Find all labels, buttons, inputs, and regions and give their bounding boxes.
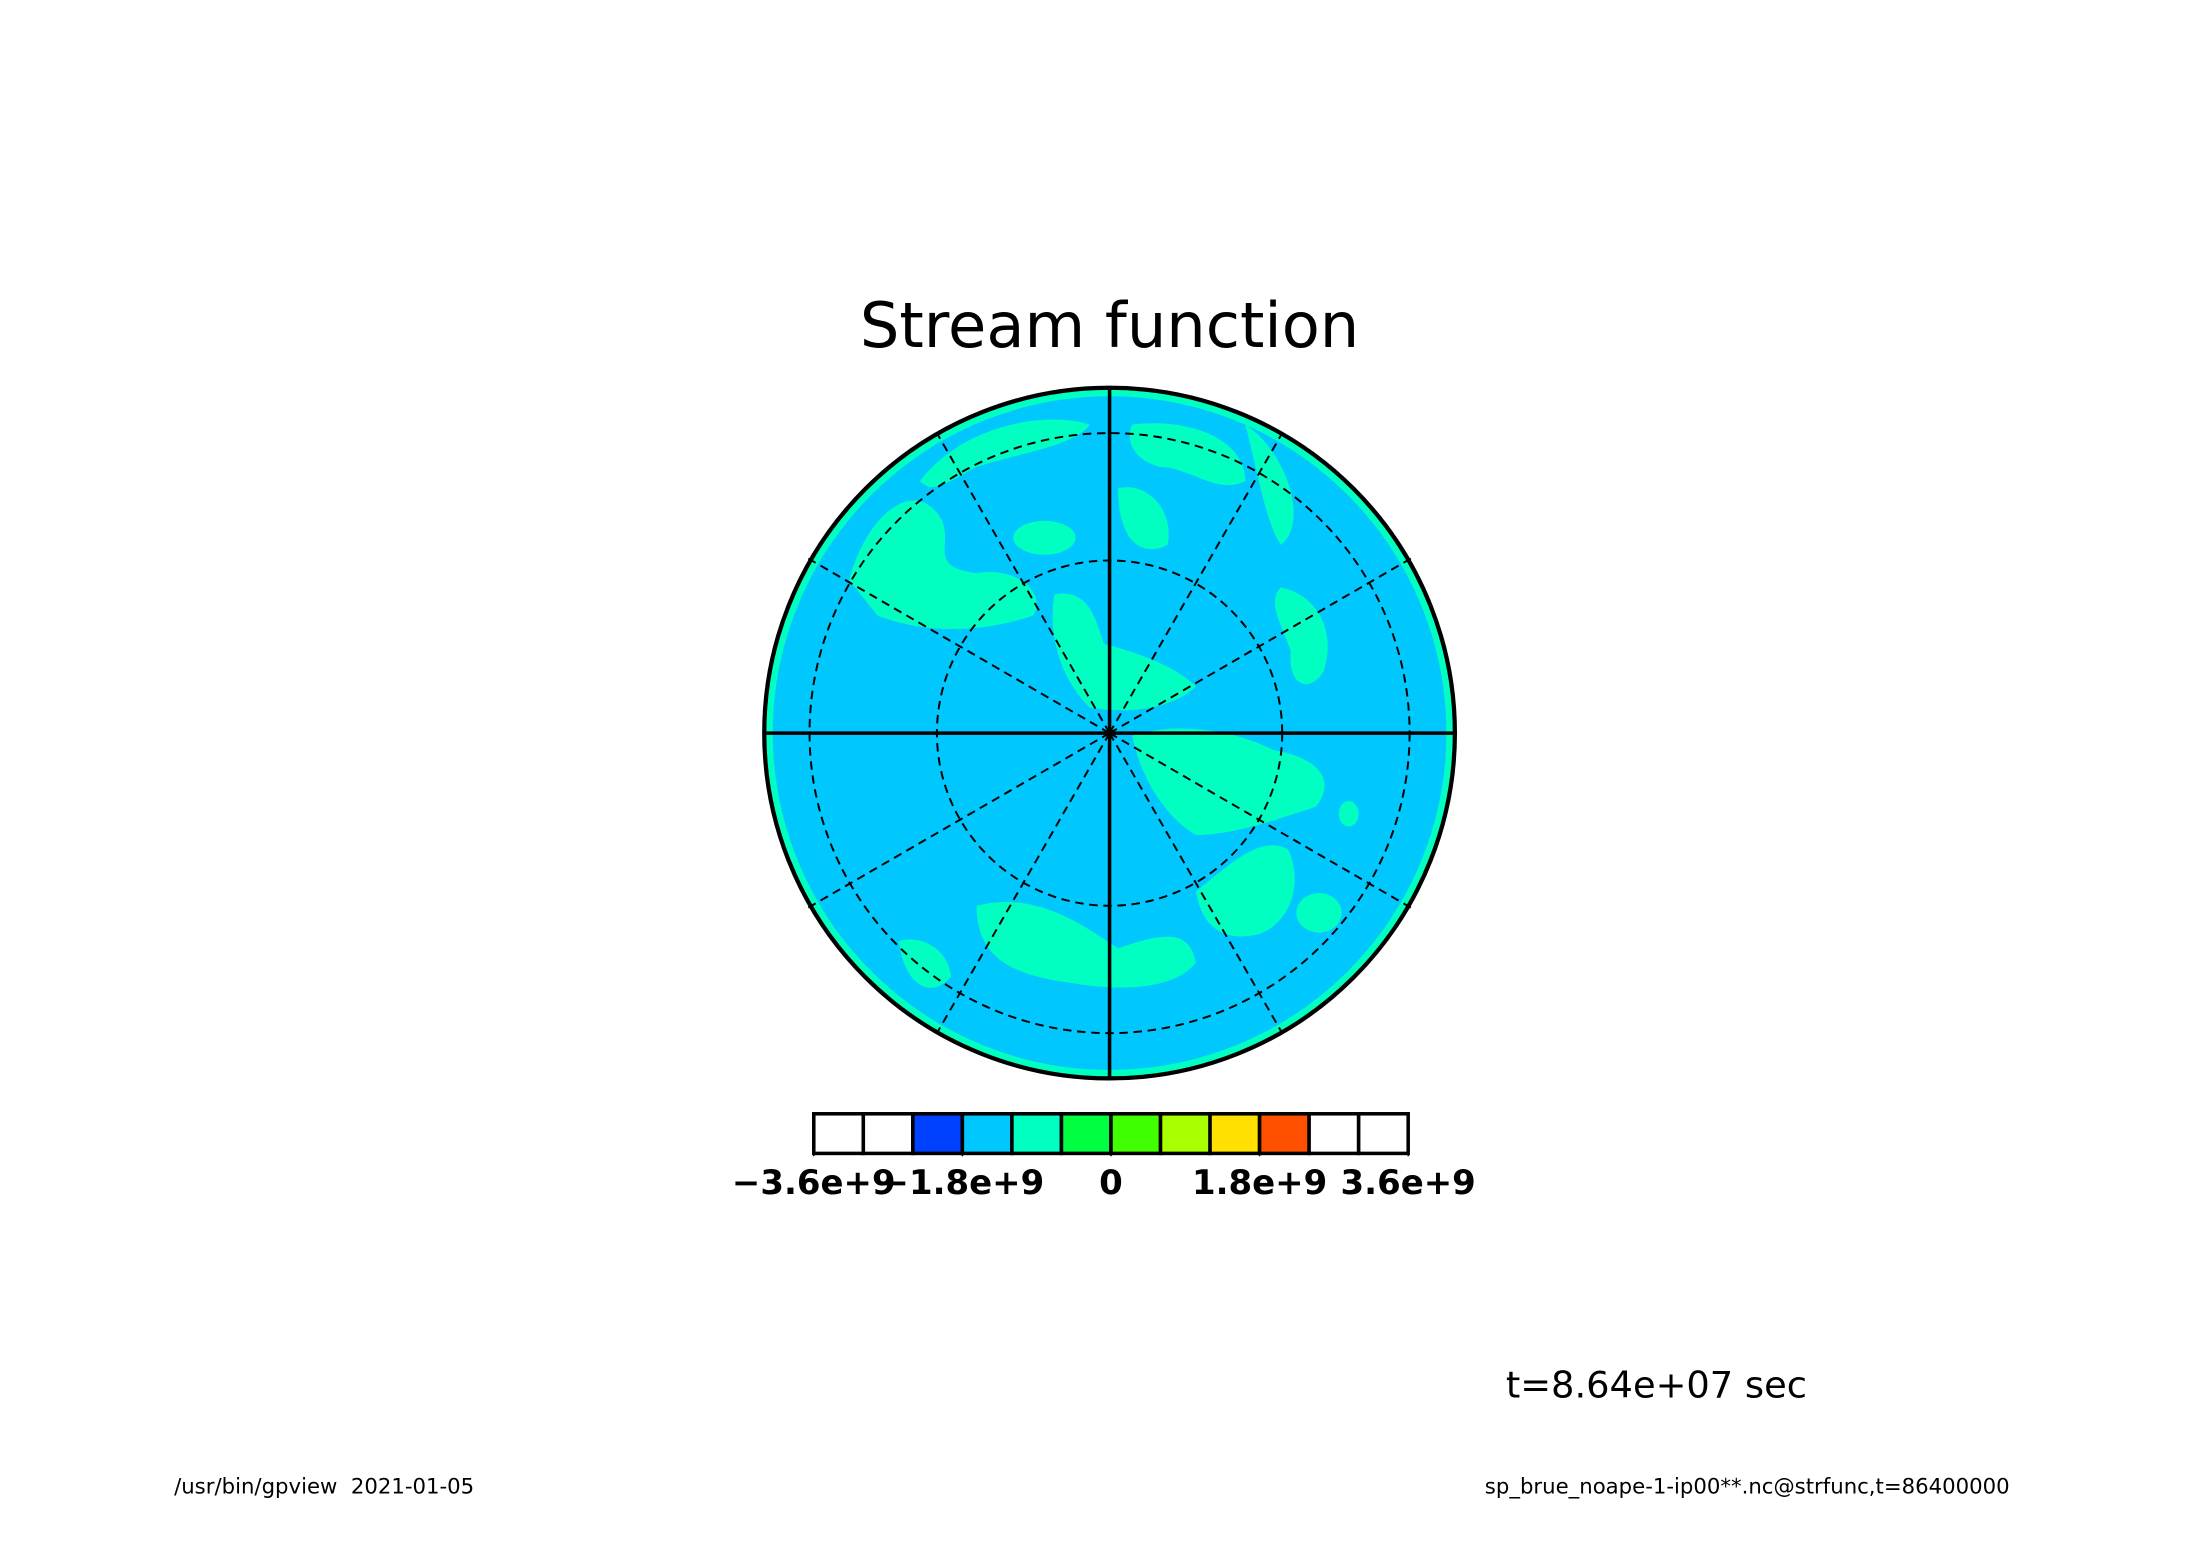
footer-left: /usr/bin/gpview 2021-01-05 (174, 1474, 474, 1499)
colorbar-box (861, 1112, 915, 1156)
tick-label: −1.8e+9 (881, 1163, 1045, 1203)
colorbar-box (960, 1112, 1014, 1156)
axes-lines (764, 387, 1455, 1079)
colorbar-box (911, 1112, 965, 1156)
colorbar-box (1208, 1112, 1262, 1156)
colorbar-box (1109, 1112, 1163, 1156)
colorbar-box (812, 1112, 866, 1156)
tick-label: 3.6e+9 (1341, 1163, 1476, 1203)
colorbar-box (1257, 1112, 1311, 1156)
colorbar-box (1307, 1112, 1361, 1156)
field-regions (764, 387, 1455, 1079)
colorbar-box (1010, 1112, 1064, 1156)
colorbar-box (1059, 1112, 1113, 1156)
tick-label: 1.8e+9 (1192, 1163, 1327, 1203)
colorbar: −3.6e+9−1.8e+9 0 1.8e+9 3.6e+9 (732, 1112, 1476, 1203)
colorbar-box (1158, 1112, 1212, 1156)
map-frame (762, 385, 1458, 1081)
polar-map (762, 385, 1458, 1081)
footer-right: sp_brue_noape-1-ip00**.nc@strfunc,t=8640… (1485, 1474, 2010, 1499)
annotation: t=8.64e+07 sec (1506, 1363, 1807, 1406)
tick-label: −3.6e+9 (732, 1163, 896, 1203)
colorbar-box (1356, 1112, 1410, 1156)
tick-label: 0 (1099, 1163, 1123, 1203)
chart-title: Stream function (860, 289, 1359, 362)
